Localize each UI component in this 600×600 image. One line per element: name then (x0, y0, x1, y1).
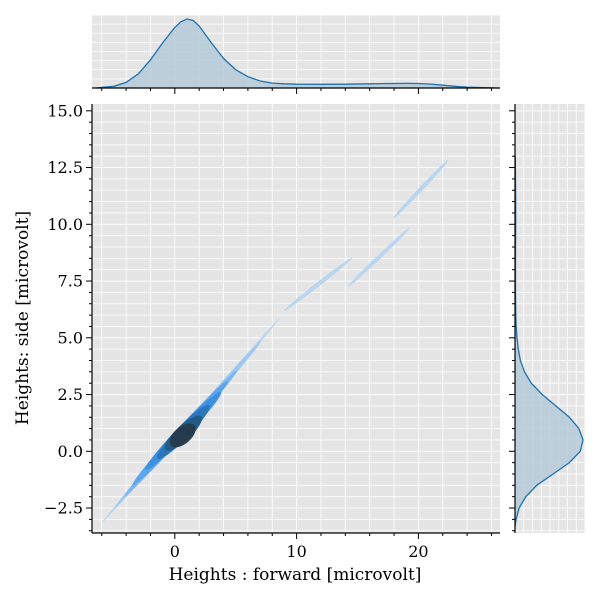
top-marginal-kde-fill (95, 19, 498, 88)
contour-level-1 (348, 227, 410, 287)
y-tick-label: 12.5 (47, 158, 83, 177)
y-tick-label: 7.5 (58, 272, 83, 291)
y-axis-title: Heights: side [microvolt] (13, 211, 33, 425)
y-tick-label: 5.0 (58, 328, 83, 347)
joint-contours (102, 159, 449, 523)
y-tick-label: 2.5 (58, 385, 83, 404)
contour-level-8 (169, 423, 196, 448)
axes-layer: 0 10 20 −2.5 0.0 2.5 5.0 7.5 10.0 12.5 15.0 (44, 14, 586, 561)
right-marginal-kde-fill (515, 156, 583, 527)
y-tick-label: 0.0 (58, 442, 83, 461)
contour-level-1 (283, 257, 353, 312)
contour-level-1 (393, 159, 449, 219)
x-axis-title: Heights : forward [microvolt] (169, 565, 422, 585)
x-tick-label: 0 (170, 542, 180, 561)
y-tick-label: −2.5 (44, 499, 83, 518)
y-tick-label: 10.0 (47, 215, 83, 234)
top-marginal-kde-line (95, 18, 498, 89)
x-tick-label: 20 (408, 542, 428, 561)
y-tick-label: 15.0 (47, 101, 83, 120)
x-tick-label: 10 (286, 542, 306, 561)
